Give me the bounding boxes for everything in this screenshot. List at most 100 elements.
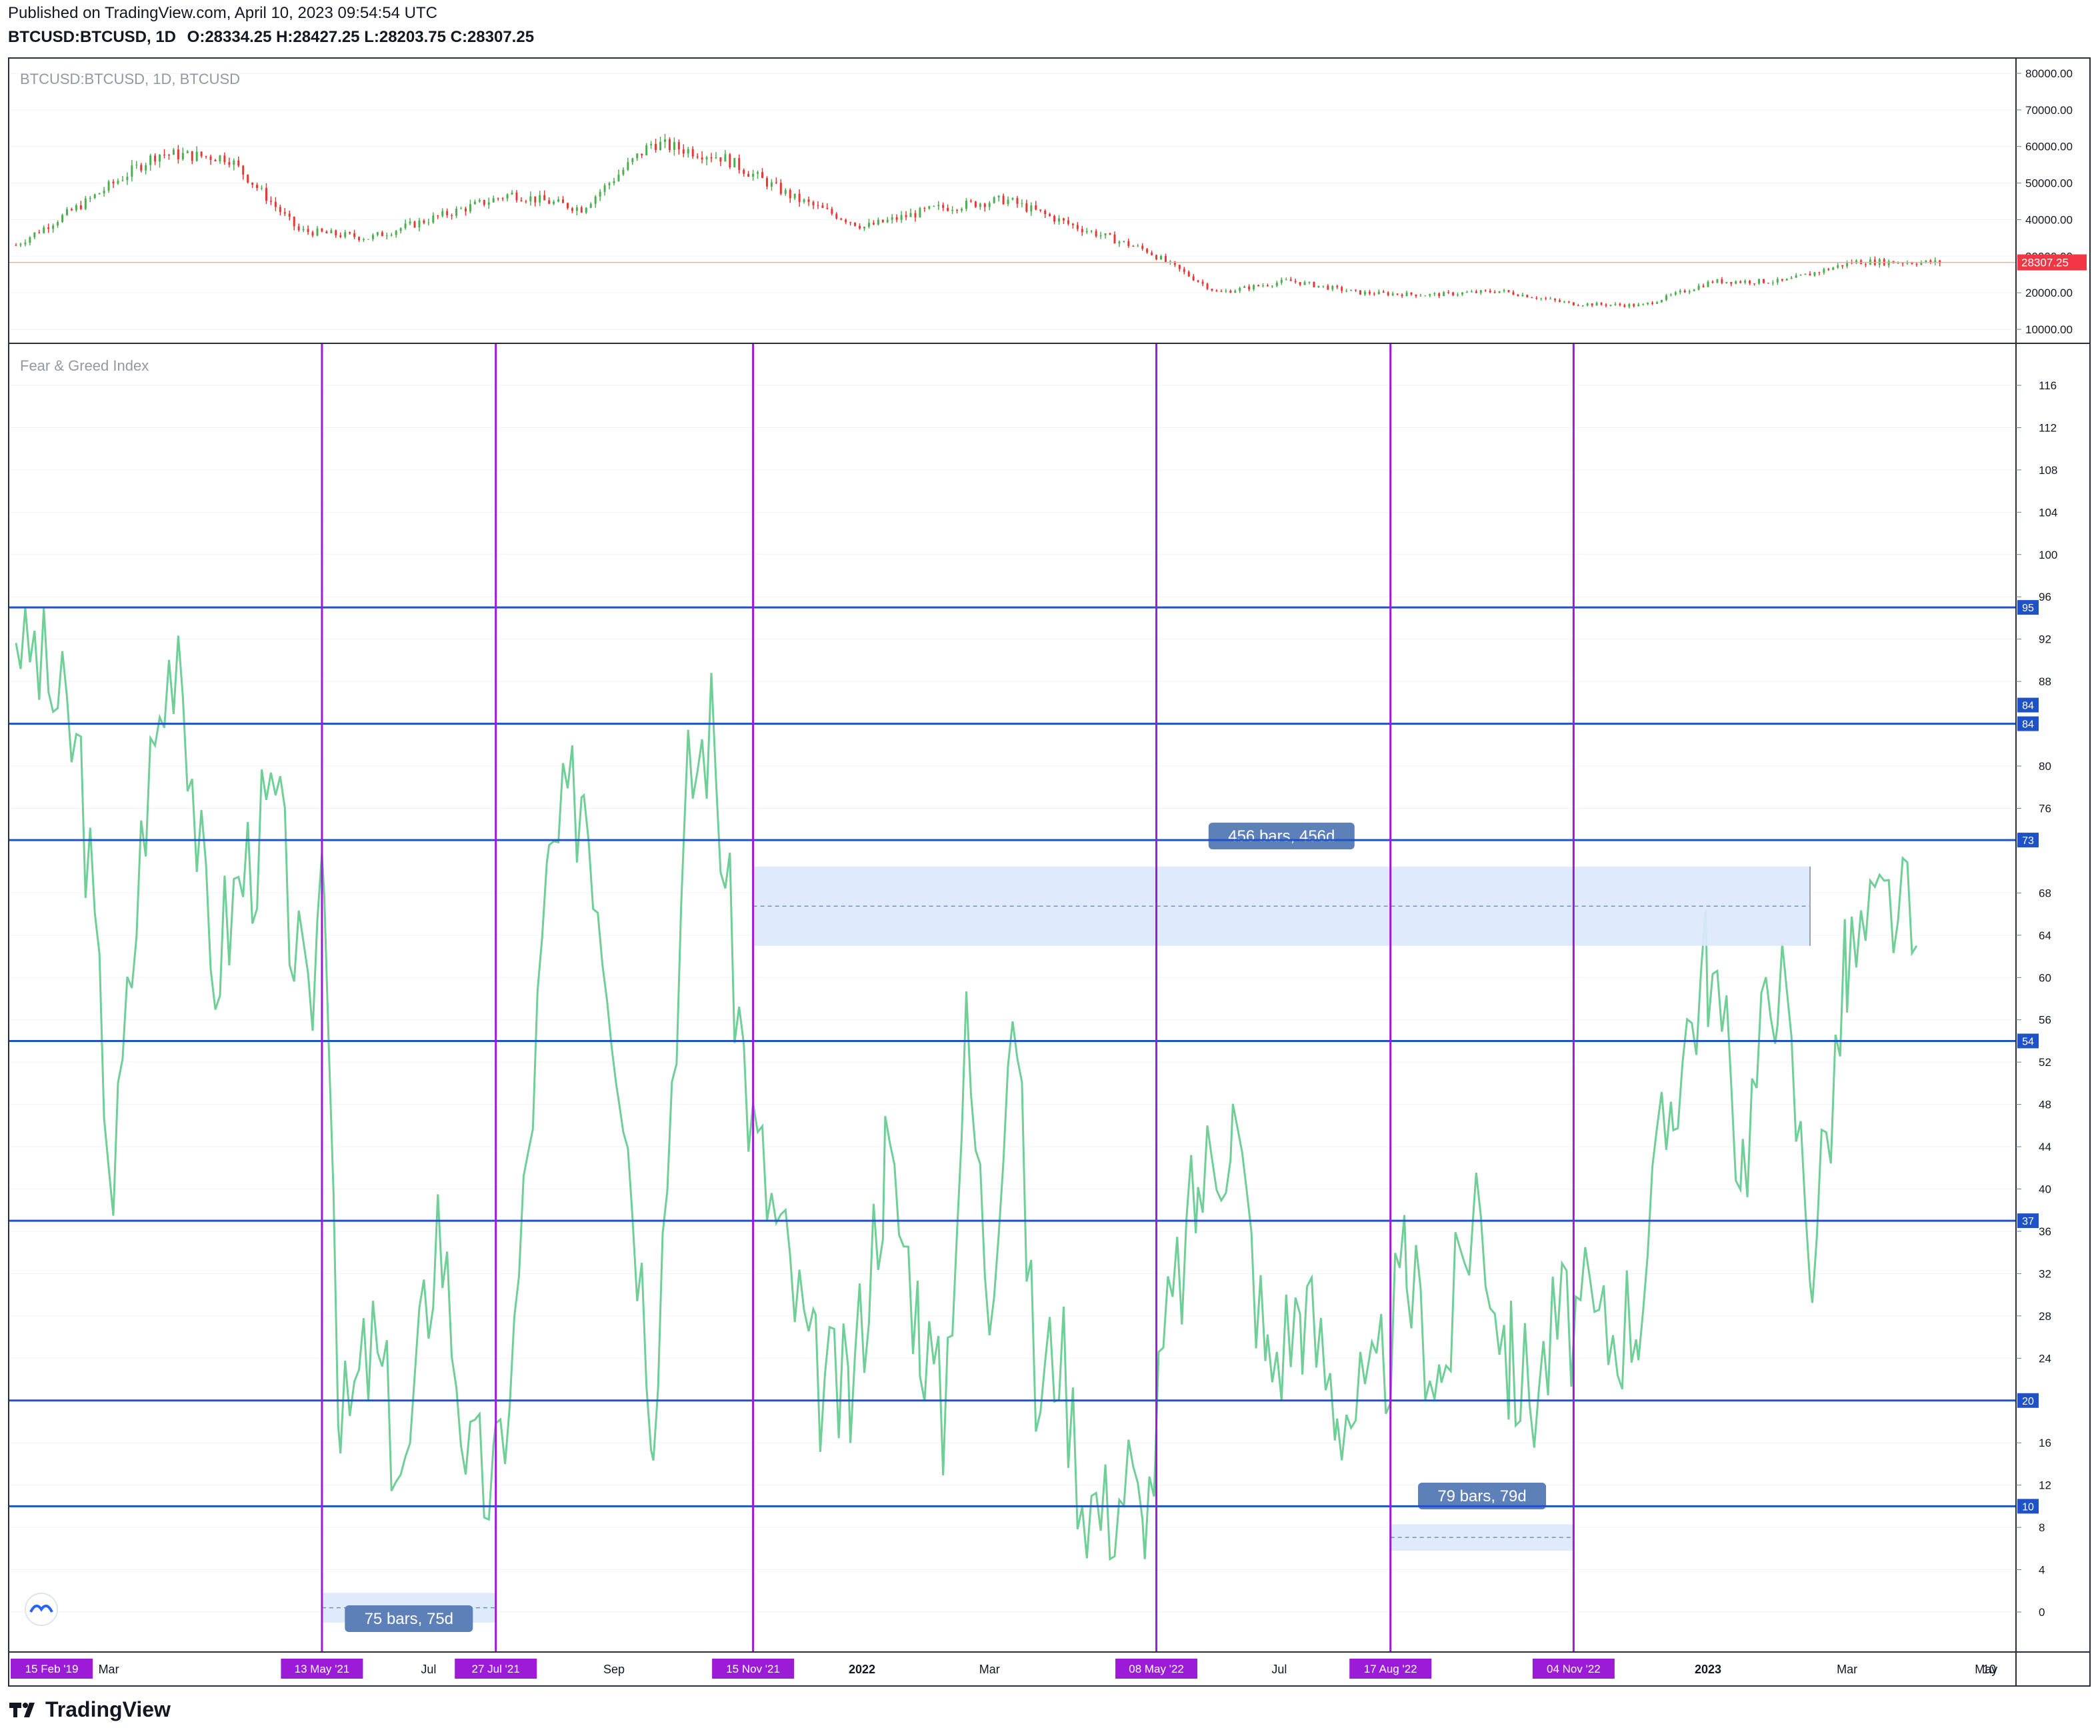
candle-body bbox=[1623, 305, 1626, 307]
candle-body bbox=[645, 145, 648, 155]
candle-body bbox=[909, 213, 912, 217]
candle-body bbox=[1201, 281, 1204, 284]
candle-body bbox=[154, 155, 157, 162]
tv-badge-wave bbox=[29, 1604, 53, 1613]
candle-body bbox=[1452, 292, 1455, 295]
fg-tick-label: 64 bbox=[2039, 929, 2051, 942]
candle-body bbox=[1151, 252, 1153, 255]
candle-body bbox=[93, 194, 96, 198]
candle-body bbox=[761, 172, 764, 179]
candle-body bbox=[409, 221, 411, 224]
date-marker-tag bbox=[281, 1659, 363, 1679]
candle-body bbox=[1688, 291, 1691, 293]
candle-body bbox=[747, 173, 750, 177]
candle-body bbox=[1915, 263, 1918, 265]
candle-body bbox=[631, 158, 634, 163]
candle-body bbox=[548, 200, 551, 204]
candle-body bbox=[497, 198, 499, 199]
time-tick-label: May bbox=[1975, 1663, 1997, 1676]
fear-greed-line bbox=[15, 607, 1918, 1561]
date-marker-tag bbox=[1115, 1659, 1198, 1679]
level-tag-label: 10 bbox=[2022, 1501, 2034, 1513]
candle-body bbox=[256, 185, 259, 189]
time-tick-label: 2023 bbox=[1695, 1663, 1721, 1676]
candle-body bbox=[209, 156, 212, 160]
candle-body bbox=[451, 215, 453, 216]
candle-body bbox=[47, 227, 50, 229]
candle-body bbox=[506, 194, 509, 199]
candle-body bbox=[24, 242, 27, 245]
candle-body bbox=[1758, 279, 1761, 284]
candle-body bbox=[1173, 261, 1176, 265]
candle-body bbox=[919, 208, 921, 218]
candle-body bbox=[1239, 287, 1241, 291]
candle-body bbox=[743, 169, 745, 174]
candle-body bbox=[79, 205, 82, 209]
candle-body bbox=[1503, 290, 1505, 291]
candle-body bbox=[599, 191, 601, 197]
candle-body bbox=[1123, 241, 1125, 242]
measurement-badge bbox=[1418, 1483, 1547, 1509]
candle-body bbox=[395, 231, 397, 235]
candle-body bbox=[1007, 199, 1009, 205]
candle-body bbox=[627, 162, 629, 170]
tradingview-logo[interactable]: TradingView bbox=[9, 1697, 171, 1722]
candle-body bbox=[1526, 295, 1529, 298]
candle-body bbox=[1711, 281, 1714, 283]
candle-body bbox=[200, 151, 203, 157]
candle-body bbox=[1479, 290, 1482, 293]
candle-body bbox=[1299, 282, 1301, 285]
candle-body bbox=[738, 158, 741, 170]
candle-body bbox=[339, 235, 342, 237]
fg-tick-label: 48 bbox=[2039, 1099, 2051, 1111]
candle-body bbox=[710, 157, 713, 159]
candle-body bbox=[571, 208, 573, 211]
candle-body bbox=[344, 232, 347, 237]
candle-body bbox=[914, 213, 917, 218]
candle-body bbox=[107, 181, 110, 191]
candle-body bbox=[1651, 303, 1654, 304]
price-tick-label: 60000.00 bbox=[2025, 141, 2073, 153]
candle-body bbox=[1586, 303, 1589, 306]
candle-body bbox=[691, 149, 694, 157]
candle-body bbox=[1683, 290, 1686, 293]
candle-body bbox=[117, 181, 119, 184]
level-tag-label: 37 bbox=[2022, 1216, 2034, 1227]
candle-body bbox=[803, 199, 805, 202]
candle-body bbox=[1656, 302, 1659, 304]
time-tick-label: 2022 bbox=[849, 1663, 875, 1676]
candle-body bbox=[1049, 214, 1051, 216]
candle-body bbox=[636, 153, 639, 159]
candle-body bbox=[1146, 249, 1149, 253]
candle-body bbox=[418, 220, 421, 228]
candle-body bbox=[1498, 291, 1501, 293]
candle-body bbox=[1581, 305, 1584, 307]
candle-body bbox=[33, 232, 36, 237]
candle-body bbox=[288, 213, 291, 217]
candle-body bbox=[242, 165, 245, 175]
candle-body bbox=[43, 227, 45, 233]
candle-body bbox=[859, 225, 861, 229]
candle-body bbox=[330, 230, 333, 233]
candle-body bbox=[1095, 231, 1097, 237]
candle-body bbox=[1679, 290, 1681, 293]
fg-tick-label: 100 bbox=[2039, 549, 2057, 561]
candle-body bbox=[84, 198, 87, 209]
candle-body bbox=[1109, 233, 1111, 235]
level-tag-label: 95 bbox=[2022, 603, 2034, 614]
candle-body bbox=[1401, 294, 1403, 297]
candle-body bbox=[1187, 271, 1190, 277]
fg-tick-label: 36 bbox=[2039, 1225, 2051, 1238]
candle-body bbox=[297, 226, 300, 231]
candle-body bbox=[979, 203, 981, 207]
candle-body bbox=[140, 165, 143, 171]
candle-body bbox=[1253, 285, 1255, 289]
date-marker-label: 15 Feb '19 bbox=[25, 1663, 79, 1675]
candle-body bbox=[1248, 286, 1251, 289]
candle-body bbox=[1846, 262, 1849, 267]
candle-body bbox=[1085, 231, 1088, 233]
candle-body bbox=[1067, 220, 1069, 224]
brand-text: TradingView bbox=[45, 1697, 171, 1721]
level-tag bbox=[2017, 697, 2039, 713]
